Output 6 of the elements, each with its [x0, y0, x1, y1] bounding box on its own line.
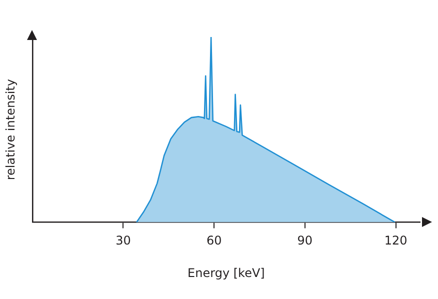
x-tick-label: 30: [116, 234, 131, 248]
x-tick-label: 90: [297, 234, 313, 248]
x-axis-title: Energy [keV]: [188, 266, 265, 280]
x-tick-label: 120: [384, 234, 408, 248]
y-axis-title: relative intensity: [3, 79, 18, 180]
x-tick-label: 60: [206, 234, 222, 248]
